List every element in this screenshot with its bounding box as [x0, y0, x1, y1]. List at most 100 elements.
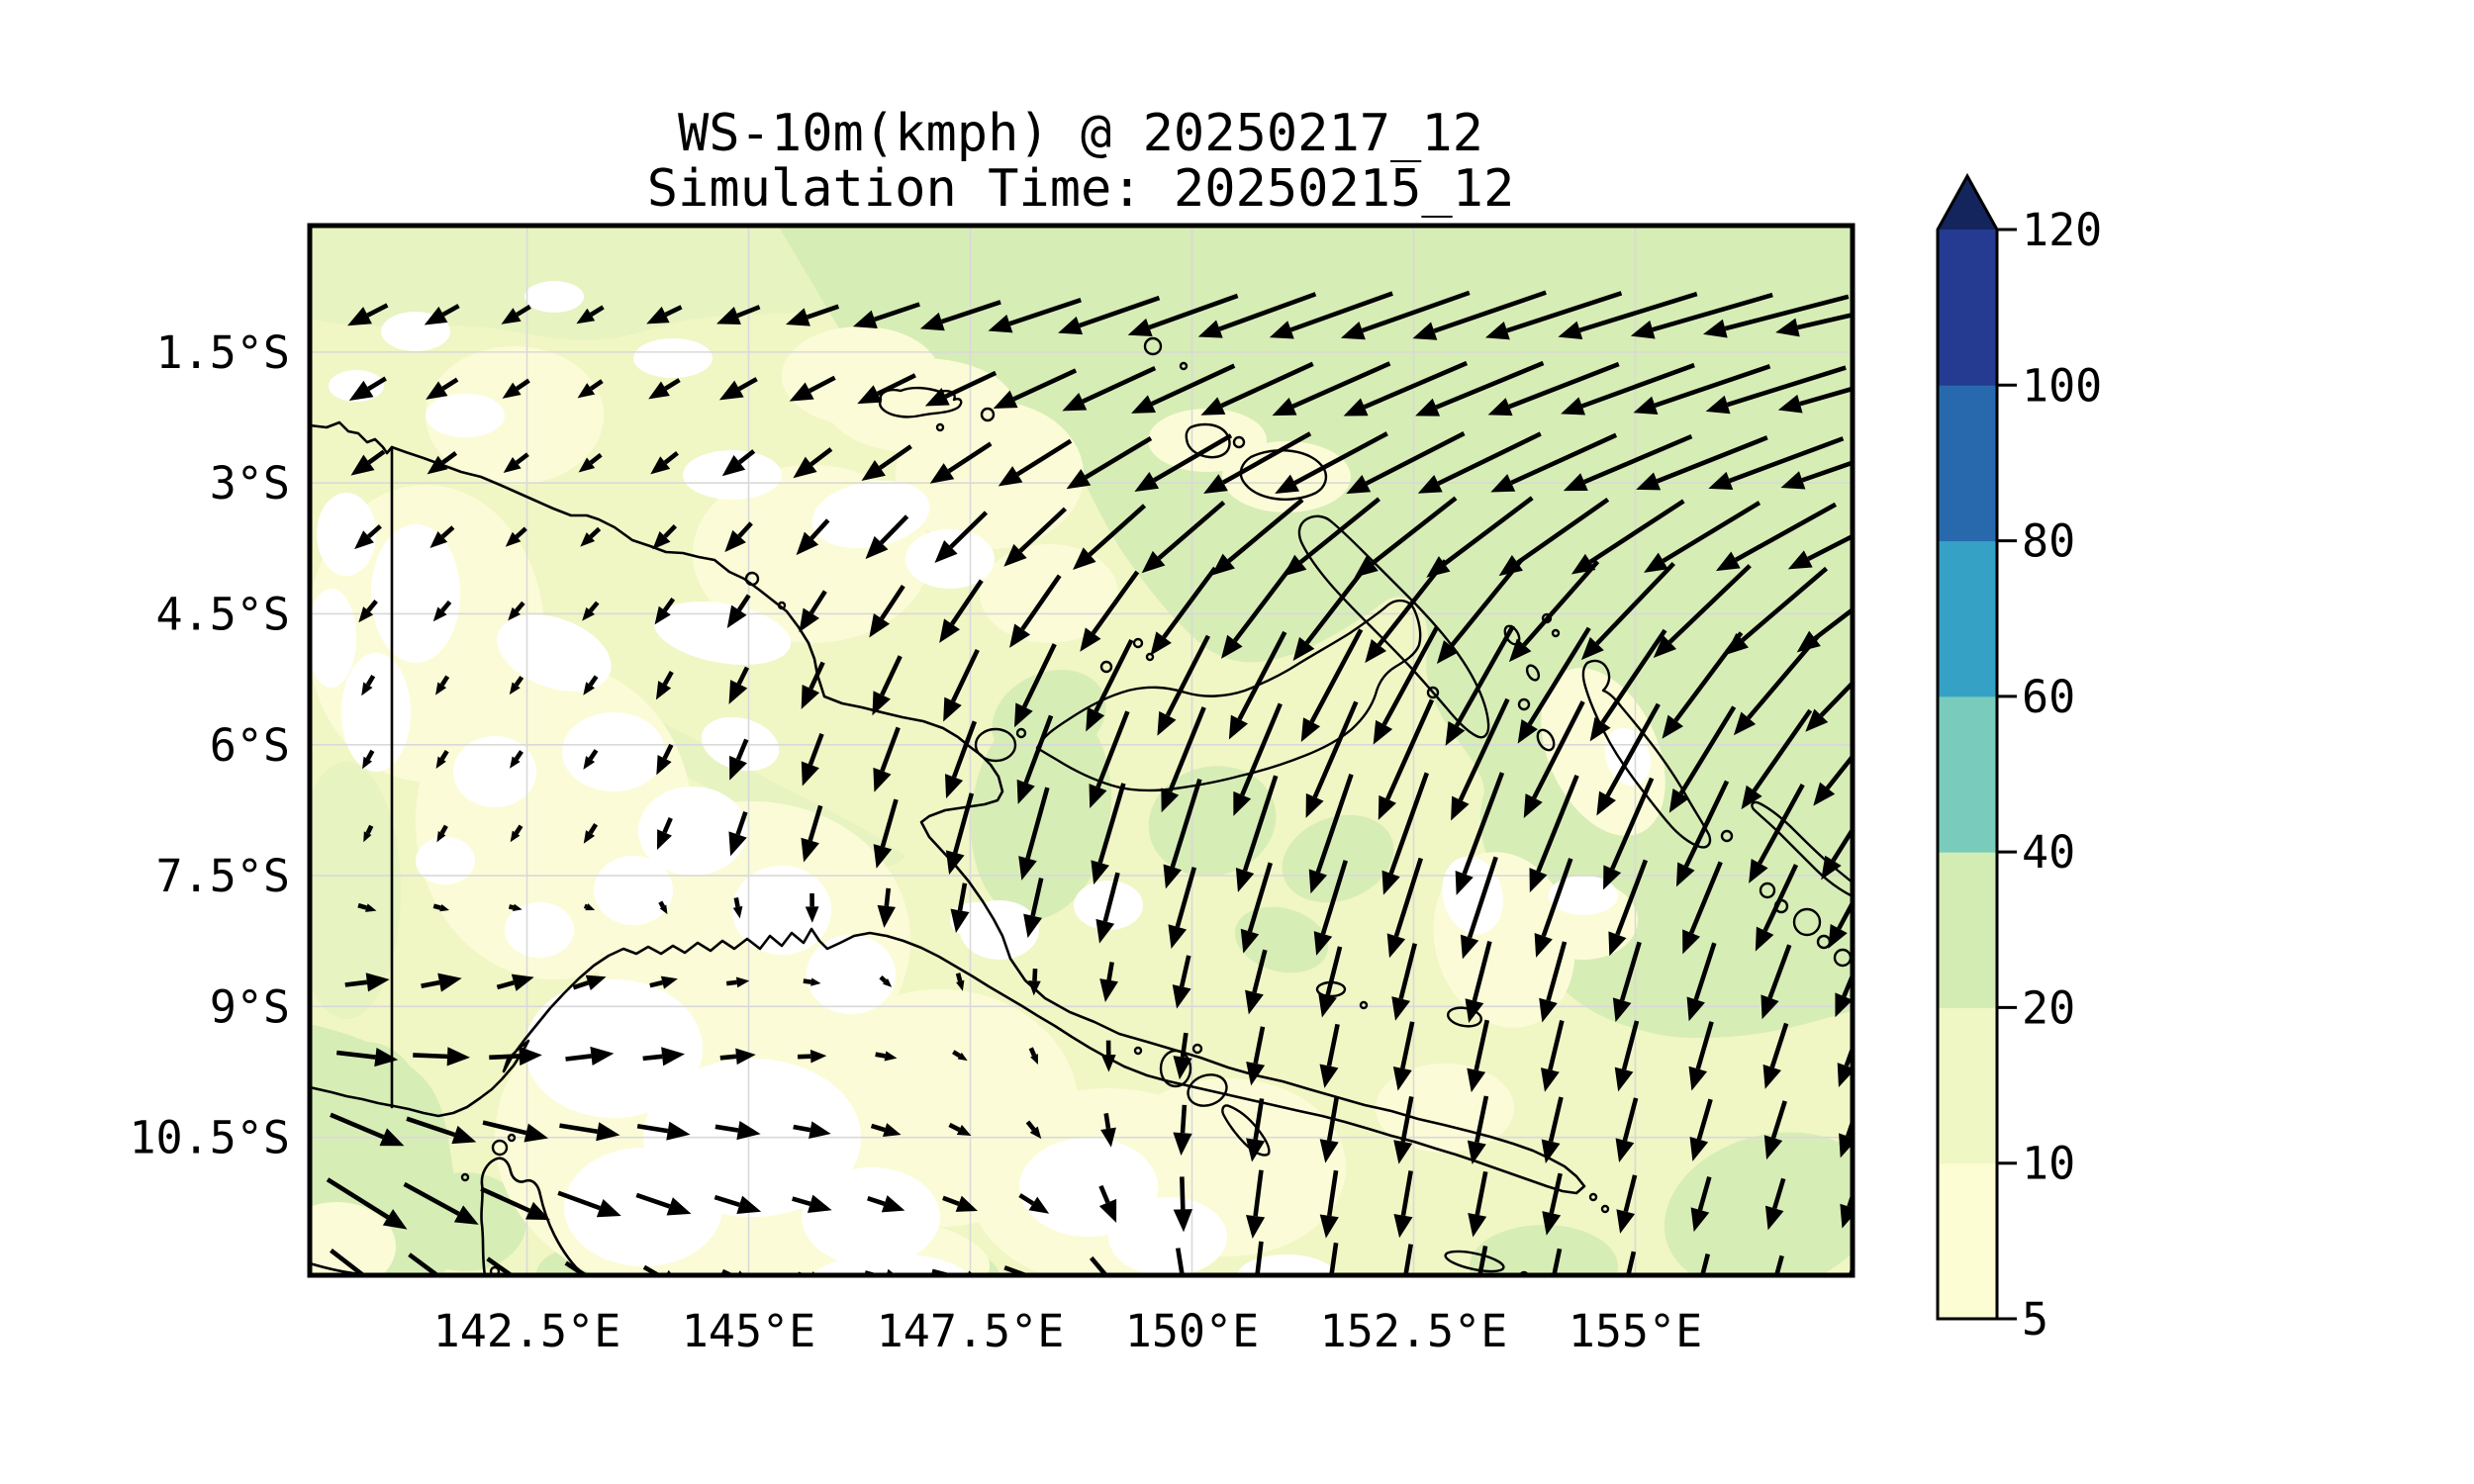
colorbar-segment: [1938, 385, 1997, 542]
wind-arrow-shaft: [1309, 628, 1364, 723]
wind-arrow-head: [432, 606, 447, 622]
wind-arrow-head: [666, 1121, 691, 1141]
colorbar-over-arrow: [1938, 176, 1997, 230]
wind-arrow-head: [1373, 719, 1393, 745]
wind-arrow-head: [525, 1201, 550, 1221]
wind-arrow-head: [365, 973, 390, 992]
wind-arrow-head: [1688, 1066, 1708, 1091]
wind-arrow-head: [1150, 631, 1172, 656]
wind-arrow-shaft: [664, 305, 683, 318]
y-tick-label: 6°S: [210, 719, 290, 772]
wind-arrow-head: [583, 830, 596, 844]
wind-arrow-head: [957, 1052, 968, 1062]
wind-arrow-shaft: [1242, 775, 1279, 872]
wind-arrow-shaft: [1610, 777, 1655, 871]
wind-arrow-head: [929, 463, 955, 484]
wind-arrow-shaft: [1148, 293, 1239, 330]
wind-arrow-head: [1484, 322, 1510, 340]
wind-arrow-head: [583, 756, 596, 770]
wind-arrow-shaft: [1475, 1095, 1489, 1143]
wind-arrow-shaft: [440, 600, 452, 612]
wind-arrow-head: [648, 381, 670, 400]
wind-arrow-shaft: [1583, 433, 1693, 485]
colorbar-tick-label: 5: [2022, 1293, 2048, 1345]
vitiaz-islands: [744, 336, 1189, 763]
wind-arrow-shaft: [1008, 298, 1082, 326]
wind-arrow-shaft: [365, 675, 376, 687]
wind-arrow-shaft: [367, 376, 387, 391]
wind-arrow-shaft: [1683, 780, 1730, 868]
wind-arrow-shaft: [330, 1112, 385, 1140]
wind-arrow-shaft: [1329, 1242, 1339, 1275]
wind-arrow-shaft: [588, 675, 599, 687]
x-tick-label: 155°E: [1569, 1305, 1702, 1357]
wind-arrow-shaft: [714, 1194, 740, 1208]
wind-arrow-shaft: [1595, 561, 1675, 646]
wind-arrow-head: [659, 904, 668, 915]
wind-arrow-head: [873, 767, 892, 792]
wind-arrow-head: [446, 1047, 471, 1067]
wind-arrow-head: [1813, 782, 1836, 806]
wind-arrow-head: [1490, 474, 1516, 493]
wind-arrow-shaft: [1443, 496, 1534, 566]
wind-arrow-shaft: [880, 655, 903, 696]
wind-arrow-shaft: [735, 738, 749, 761]
wind-arrow-shaft: [1667, 564, 1752, 644]
wind-arrow-shaft: [879, 444, 912, 470]
wind-arrow-head: [1240, 928, 1260, 954]
wind-arrow-shaft: [1462, 772, 1505, 876]
wind-arrow-shaft: [1094, 638, 1134, 712]
wind-arrow-shaft: [344, 979, 368, 987]
wind-arrow-shaft: [1654, 364, 1771, 409]
wind-arrow-head: [1220, 634, 1243, 659]
wind-arrow-head: [1235, 867, 1255, 892]
wind-arrow-shaft: [1403, 1244, 1413, 1275]
wind-arrow-head: [939, 618, 961, 643]
wind-arrow-head: [1340, 322, 1366, 340]
wind-arrow-shaft: [737, 377, 758, 392]
wind-arrow-head: [1596, 790, 1616, 816]
y-tick-label: 10.5°S: [129, 1112, 290, 1164]
wind-arrow-head: [1614, 1067, 1634, 1092]
wind-arrow-head: [1014, 702, 1033, 728]
wind-arrow-shaft: [516, 304, 531, 317]
wind-arrow-head: [1633, 396, 1659, 415]
wind-arrow-shaft: [1541, 858, 1573, 937]
wind-arrow-head: [801, 761, 819, 787]
wind-arrow-shaft: [1773, 1254, 1784, 1275]
wind-arrow-shaft: [809, 661, 825, 690]
wind-arrow-shaft: [1162, 566, 1217, 639]
wind-arrow-shaft: [1240, 702, 1283, 796]
wind-arrow-shaft: [1747, 634, 1820, 720]
wind-arrow-head: [1840, 1203, 1853, 1229]
x-tick-label: 150°E: [1125, 1305, 1259, 1357]
wind-arrow-shaft: [1831, 825, 1853, 863]
wind-arrow-shaft: [957, 882, 968, 911]
wind-arrow-head: [449, 1281, 473, 1302]
wind-arrow-head: [1163, 864, 1183, 889]
wind-arrow-shaft: [1157, 500, 1226, 560]
wind-arrow-head: [1099, 978, 1118, 1003]
wind-arrow-shaft: [1320, 860, 1348, 935]
wind-arrow-shaft: [421, 979, 440, 988]
wind-arrow-shaft: [1546, 941, 1568, 1002]
wind-arrow-shaft: [514, 824, 523, 835]
wind-arrow-head: [861, 459, 886, 482]
wind-arrow-head: [1689, 1137, 1709, 1161]
wind-arrow-head: [354, 530, 374, 550]
wind-arrow-head: [1616, 1209, 1636, 1234]
wind-arrow-head: [1272, 397, 1297, 417]
wind-arrow-shaft: [1678, 705, 1737, 795]
wind-arrow-shaft: [884, 887, 892, 907]
wind-arrow-head: [1686, 996, 1705, 1022]
wind-arrow-head: [950, 908, 970, 933]
wind-arrow-shaft: [440, 525, 455, 539]
wind-arrow-shaft: [1023, 714, 1054, 785]
wind-arrow-head: [1245, 989, 1264, 1015]
wind-arrow-head: [1839, 1133, 1853, 1159]
wind-arrow-head: [1417, 475, 1443, 494]
wind-arrow-shaft: [1032, 968, 1038, 981]
wind-arrow-head: [1445, 721, 1466, 746]
wind-arrow-shaft: [1449, 558, 1524, 648]
wind-arrow-shaft: [649, 979, 663, 988]
